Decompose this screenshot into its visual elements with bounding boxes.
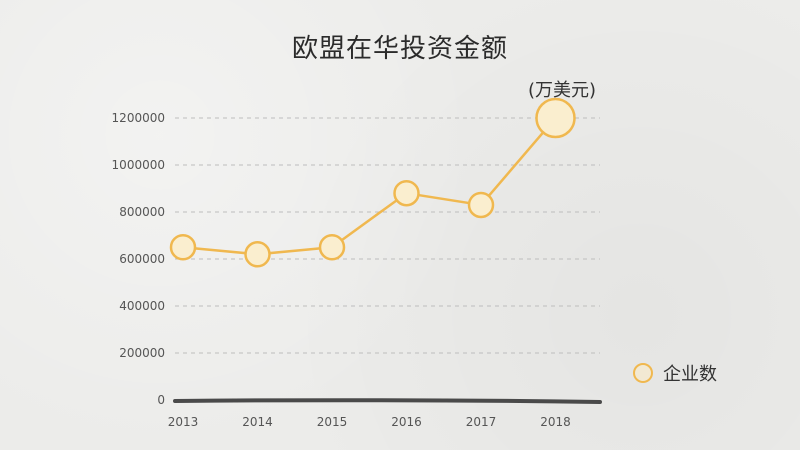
data-point [393,179,420,207]
x-tick-label: 2017 [466,415,497,429]
x-tick-label: 2014 [242,415,273,429]
legend: 企业数 [633,360,717,386]
unit-label: (万美元) [528,80,597,101]
x-tick-label: 2016 [391,415,422,429]
y-tick-label: 1200000 [112,111,165,125]
legend-label: 企业数 [663,364,717,385]
x-tick-label: 2015 [317,415,348,429]
legend-swatch [633,363,653,383]
y-tick-label: 1000000 [112,158,165,172]
data-point [169,234,197,261]
y-tick-label: 400000 [119,299,165,313]
y-tick-label: 0 [157,393,165,407]
data-point [535,97,576,139]
x-axis-baseline [173,398,602,404]
y-tick-label: 200000 [119,346,165,360]
y-tick-label: 600000 [119,252,165,266]
chart-title: 欧盟在华投资金额 [291,34,508,64]
data-point [467,191,495,219]
data-point [318,234,346,261]
series-line [182,117,557,256]
data-point [244,241,271,268]
x-tick-label: 2018 [540,415,571,429]
y-tick-label: 800000 [119,205,165,219]
x-tick-label: 2013 [168,415,199,429]
